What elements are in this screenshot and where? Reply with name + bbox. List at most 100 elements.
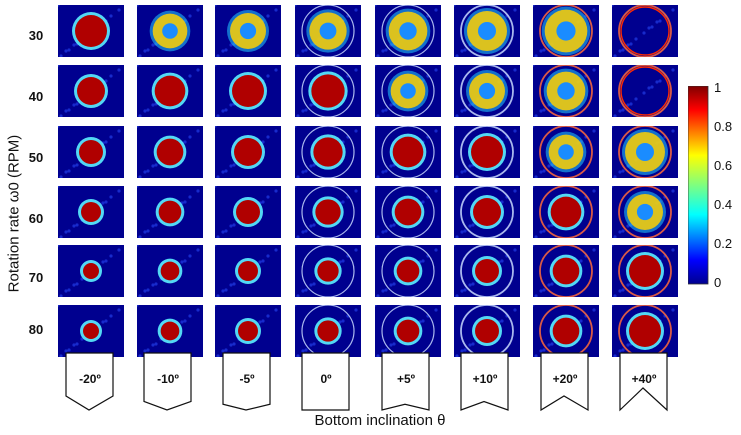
- noise-speck: [392, 342, 396, 346]
- noise-speck: [188, 74, 192, 78]
- noise-speck: [304, 348, 308, 352]
- noise-speck: [72, 164, 76, 168]
- tile-image: [612, 126, 675, 178]
- noise-speck: [221, 49, 225, 53]
- tank-wall-ring: [460, 245, 514, 297]
- noise-speck: [216, 175, 220, 178]
- heatmap-tile: [215, 186, 281, 238]
- noise-speck: [266, 14, 270, 18]
- noise-speck: [463, 229, 467, 233]
- noise-speck: [117, 68, 121, 72]
- noise-speck: [143, 349, 147, 353]
- noise-speck: [460, 49, 464, 53]
- noise-speck: [138, 235, 142, 238]
- noise-speck: [266, 254, 270, 258]
- heatmap-tile: [375, 65, 441, 117]
- noise-speck: [592, 308, 596, 312]
- noise-speck: [117, 308, 121, 312]
- noise-speck: [59, 294, 63, 297]
- noise-speck: [64, 170, 68, 174]
- blob-core: [83, 323, 99, 339]
- noise-speck: [295, 305, 297, 307]
- noise-speck: [143, 109, 147, 113]
- blob-core: [75, 15, 107, 47]
- colorbar: [688, 86, 709, 285]
- tank-wall-ring: [381, 305, 435, 357]
- noise-speck: [64, 109, 68, 113]
- noise-speck: [513, 248, 517, 252]
- y-axis-title: Rotation rate ω0 (RPM): [5, 134, 23, 293]
- noise-speck: [312, 282, 316, 286]
- noise-speck: [146, 108, 150, 112]
- tile-image: [612, 305, 675, 357]
- noise-speck: [533, 186, 535, 188]
- noise-speck: [117, 8, 121, 12]
- noise-speck: [626, 103, 630, 107]
- tank-wall-ring: [618, 126, 672, 178]
- inclination-label: +40º: [631, 372, 657, 386]
- noise-speck: [72, 283, 76, 287]
- noise-speck: [454, 186, 456, 188]
- noise-speck: [354, 248, 358, 252]
- noise-speck: [389, 283, 393, 287]
- noise-speck: [75, 342, 79, 346]
- noise-speck: [58, 5, 60, 7]
- noise-speck: [137, 245, 139, 247]
- noise-speck: [109, 254, 113, 258]
- blob-core: [79, 140, 103, 164]
- inclination-box-icon: [460, 352, 509, 411]
- noise-speck: [58, 126, 60, 128]
- heatmap-tile: [215, 126, 281, 178]
- noise-speck: [58, 245, 60, 247]
- noise-speck: [196, 129, 200, 133]
- heatmap-tile: [215, 5, 281, 57]
- noise-speck: [137, 186, 139, 188]
- noise-speck: [655, 20, 659, 24]
- row-label-50: 50: [28, 150, 44, 165]
- blob-core: [158, 200, 182, 224]
- tank-wall-ring: [381, 126, 435, 178]
- noise-speck: [626, 283, 630, 287]
- noise-speck: [274, 189, 278, 193]
- tank-wall-ring: [381, 186, 435, 238]
- heatmap-tile: [612, 5, 678, 57]
- noise-speck: [389, 164, 393, 168]
- blob-core: [557, 82, 575, 100]
- tank-wall-ring: [460, 65, 514, 117]
- tile-image: [533, 65, 596, 117]
- inclination-label: -10º: [157, 372, 179, 386]
- noise-speck: [261, 319, 265, 323]
- noise-speck: [143, 49, 147, 53]
- noise-speck: [143, 170, 147, 174]
- blob-core: [392, 136, 424, 168]
- inclination-label: 0º: [320, 372, 332, 386]
- blob-core: [558, 144, 574, 160]
- noise-speck: [261, 200, 265, 204]
- noise-speck: [309, 343, 313, 347]
- row-label-70: 70: [28, 270, 44, 285]
- noise-speck: [434, 308, 438, 312]
- noise-speck: [64, 49, 68, 53]
- noise-speck: [650, 25, 654, 29]
- tile-image: [454, 65, 517, 117]
- noise-speck: [354, 308, 358, 312]
- tile-image: [58, 65, 121, 117]
- noise-speck: [72, 224, 76, 228]
- noise-speck: [64, 349, 68, 353]
- noise-speck: [375, 245, 377, 247]
- blob-core: [236, 200, 260, 224]
- box-outline: [619, 352, 668, 412]
- heatmap-tile: [295, 245, 361, 297]
- noise-speck: [513, 68, 517, 72]
- noise-speck: [75, 223, 79, 227]
- tile-image: [533, 305, 596, 357]
- heatmap-tile: [58, 305, 124, 357]
- noise-speck: [381, 49, 385, 53]
- noise-speck: [621, 169, 625, 173]
- tank-wall-ring: [618, 65, 672, 117]
- noise-speck: [224, 48, 228, 52]
- noise-speck: [151, 224, 155, 228]
- inclination-label: -20º: [79, 372, 101, 386]
- tank-wall-ring: [381, 5, 435, 57]
- noise-speck: [454, 245, 456, 247]
